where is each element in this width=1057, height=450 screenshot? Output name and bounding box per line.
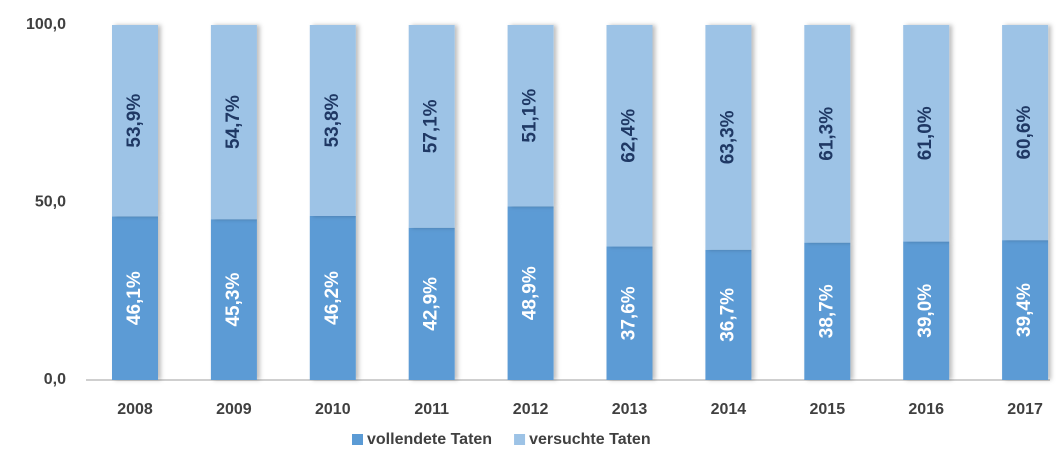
bar-segment (309, 25, 356, 216)
data-label: 46,1% (124, 271, 145, 325)
x-tick-label: 2009 (216, 401, 252, 418)
legend-label: vollendete Taten (367, 431, 492, 448)
bar-segment (705, 249, 752, 380)
data-label: 38,7% (816, 284, 837, 338)
data-label: 54,7% (223, 95, 244, 149)
data-label: 37,6% (619, 286, 640, 340)
bar-segment (804, 242, 851, 380)
bar-segment (606, 246, 653, 380)
x-tick-label: 2014 (711, 401, 747, 418)
bar-segment (1002, 25, 1049, 241)
x-tick-label: 2010 (315, 401, 351, 418)
bar-segment (210, 219, 257, 380)
data-label: 63,3% (717, 110, 738, 164)
data-label: 42,9% (421, 277, 442, 331)
bar-segment (507, 206, 554, 380)
x-tick-label: 2017 (1007, 401, 1043, 418)
data-label: 45,3% (223, 273, 244, 327)
bar-segment (903, 25, 950, 242)
legend-swatch (514, 434, 526, 445)
x-tick-label: 2013 (612, 401, 648, 418)
data-label: 39,0% (915, 284, 936, 338)
data-label: 62,4% (619, 109, 640, 163)
data-label: 39,4% (1014, 283, 1035, 337)
bar-segment (903, 241, 950, 380)
bar-segment (408, 25, 455, 228)
data-label: 61,0% (915, 106, 936, 160)
bar-segment (309, 215, 356, 380)
bar-segment (606, 25, 653, 247)
bar-segment (1002, 240, 1049, 380)
legend-label: versuchte Taten (529, 431, 651, 448)
data-label: 53,8% (322, 93, 343, 147)
data-label: 46,2% (322, 271, 343, 325)
y-tick-label: 0,0 (44, 371, 66, 388)
bar-segment (507, 25, 554, 207)
data-label: 48,9% (520, 266, 541, 320)
x-tick-label: 2008 (117, 401, 153, 418)
data-label: 51,1% (520, 89, 541, 143)
x-tick-label: 2015 (810, 401, 846, 418)
bar-segment (804, 25, 851, 243)
bar-segment (705, 25, 752, 250)
data-label: 36,7% (717, 288, 738, 342)
y-tick-label: 100,0 (26, 16, 66, 33)
x-tick-label: 2012 (513, 401, 549, 418)
x-tick-label: 2011 (414, 401, 449, 418)
legend-swatch (352, 434, 363, 445)
bar-segment (112, 25, 158, 217)
data-label: 61,3% (816, 107, 837, 161)
bar-segment (210, 25, 257, 220)
data-label: 57,1% (421, 99, 442, 153)
bar-segment (112, 216, 158, 380)
data-label: 60,6% (1014, 106, 1035, 160)
y-tick-label: 50,0 (35, 194, 66, 211)
data-label: 53,9% (124, 94, 145, 148)
bar-segment (408, 227, 455, 380)
x-tick-label: 2016 (908, 401, 944, 418)
